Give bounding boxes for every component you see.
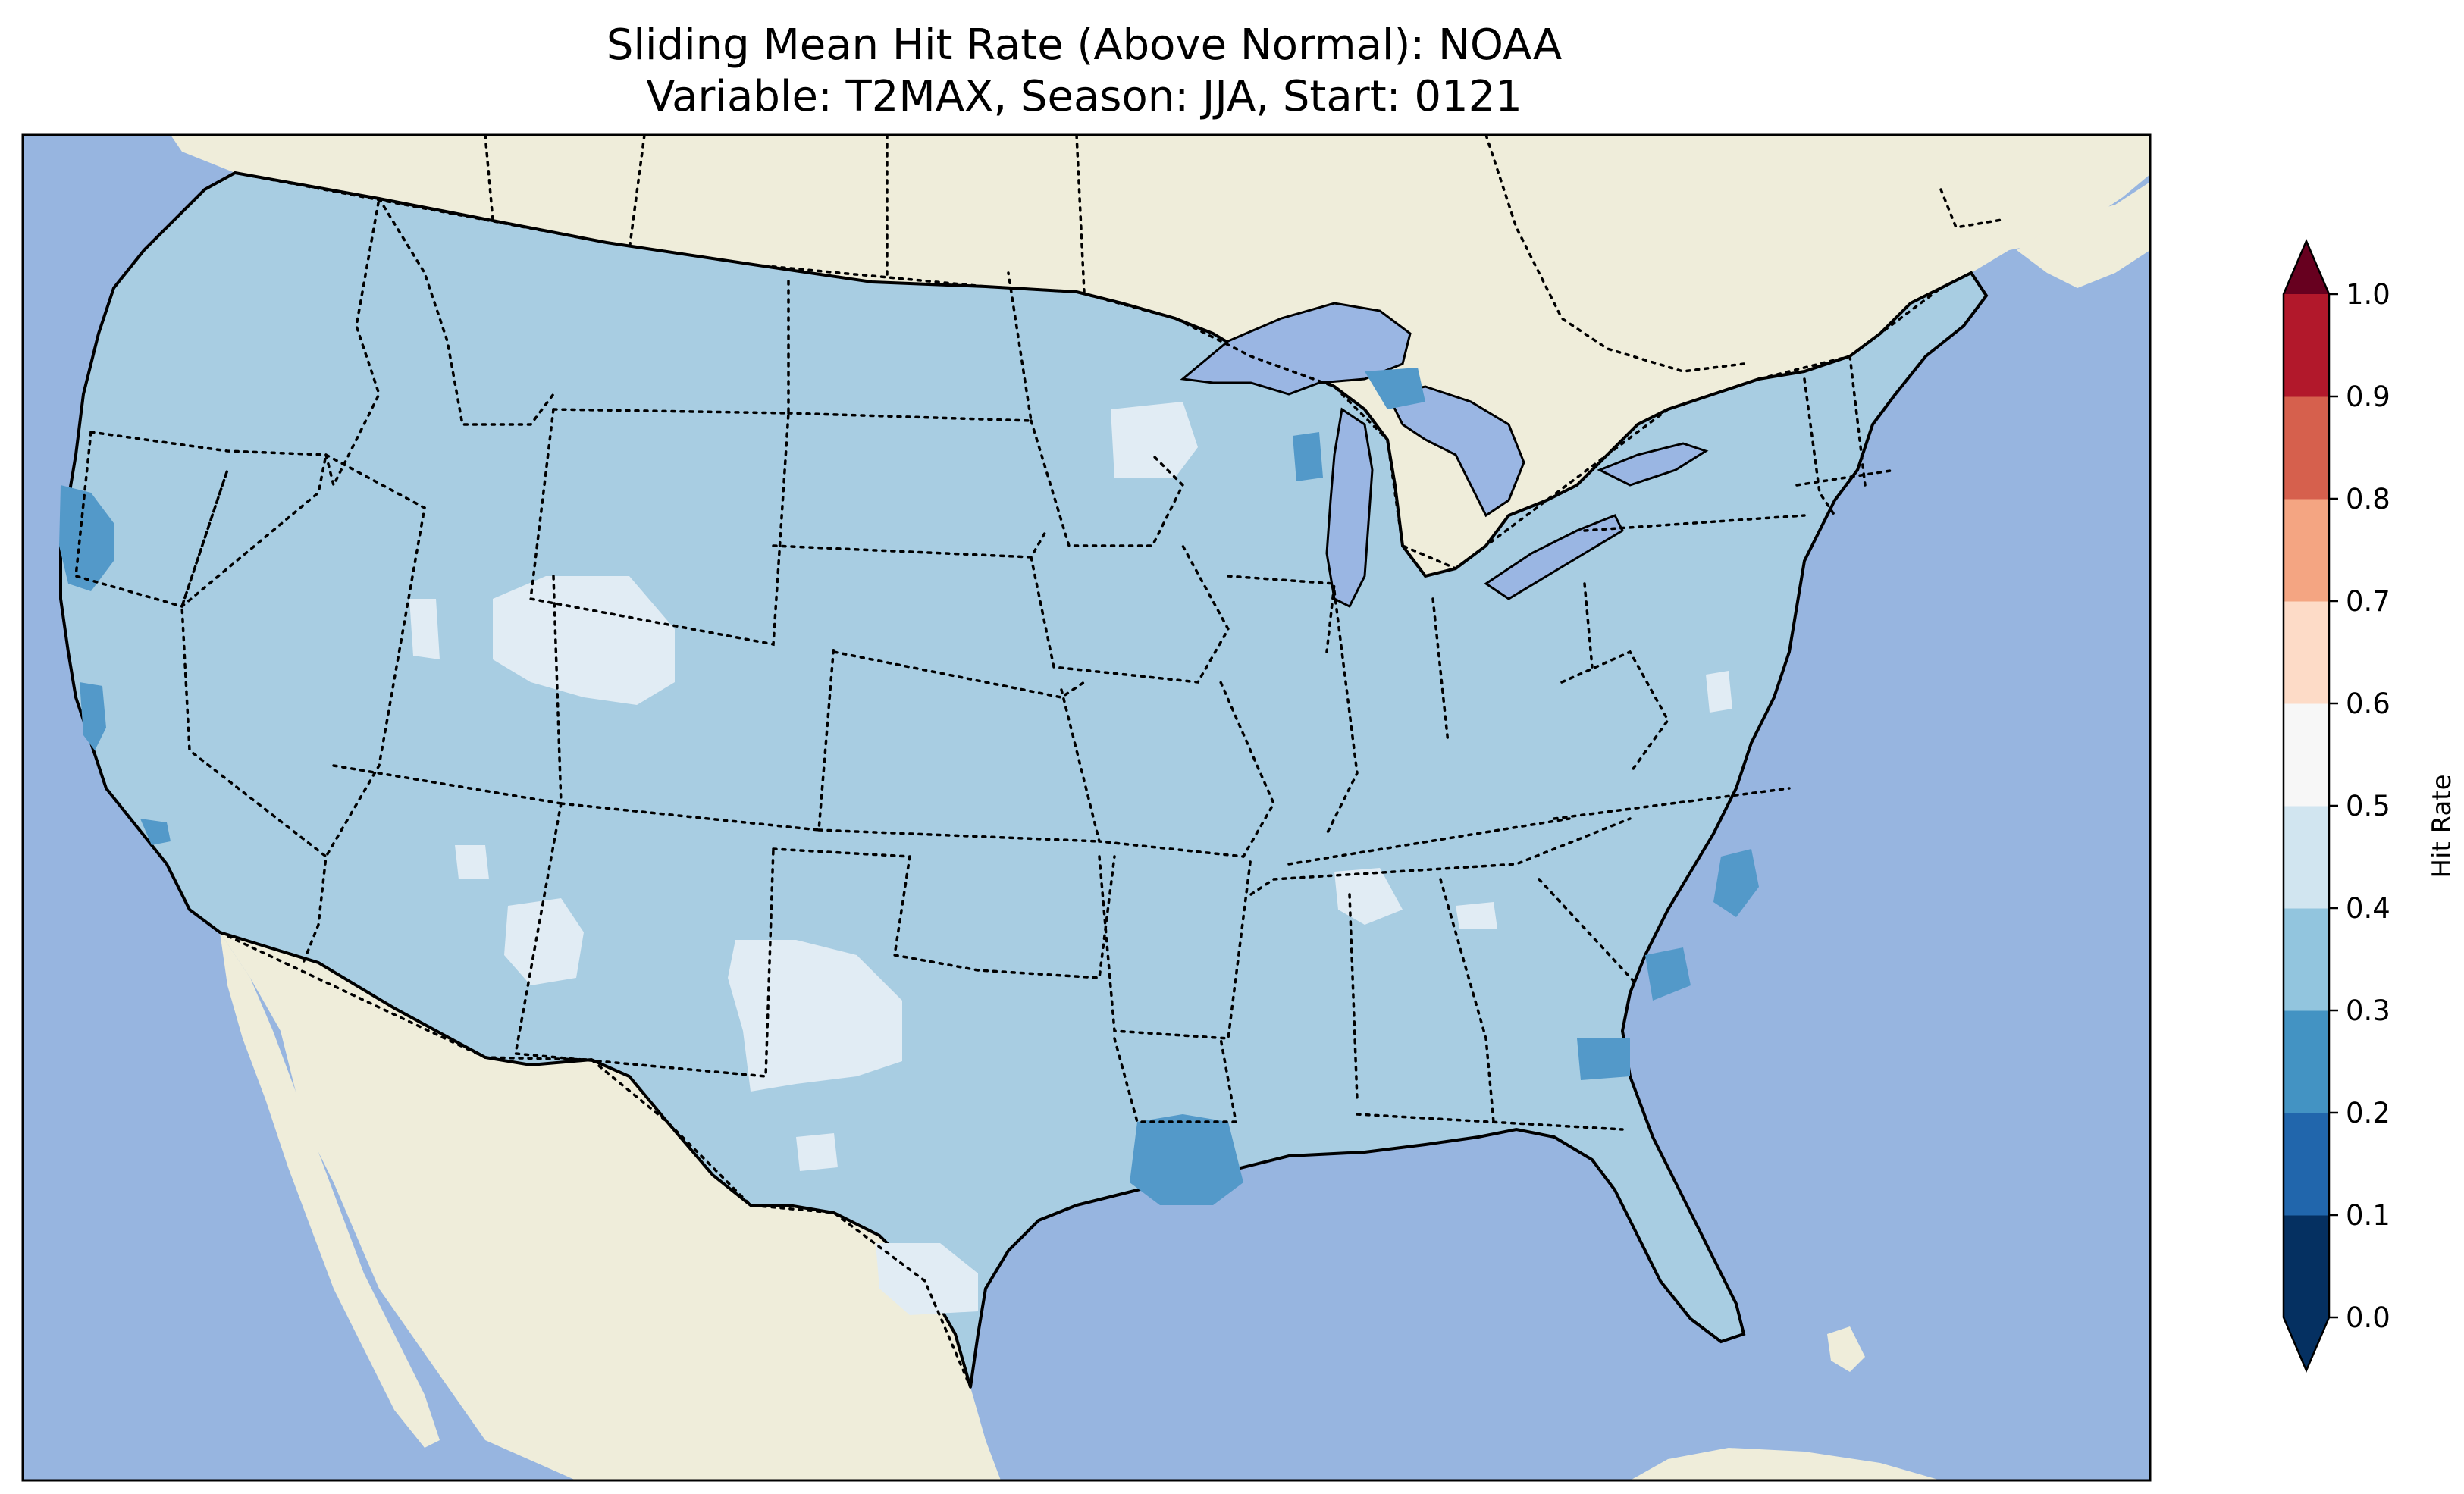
border-ky-tn (1287, 817, 1571, 866)
border-ne-states (1795, 355, 1897, 517)
colorbar-tick-label: 0.6 (2346, 687, 2390, 720)
border-fl (1356, 1113, 1624, 1131)
baja-land (220, 932, 440, 1448)
colorbar-tick-label: 0.7 (2346, 585, 2390, 618)
border-us-canada (234, 171, 1942, 571)
us-heatmap-base (59, 171, 1989, 1388)
colorbar-bin (2284, 396, 2329, 500)
colorbar-tick-label: 0.4 (2346, 892, 2390, 925)
border-ia (1030, 544, 1230, 684)
colorbar-tick-label: 0.2 (2346, 1097, 2390, 1129)
border-ut-az (332, 764, 563, 805)
canada-borders (484, 135, 2003, 373)
colorbar-tick-label: 0.3 (2346, 994, 2390, 1027)
patch-up (1365, 368, 1425, 409)
maritime-land (2017, 182, 2150, 288)
map-frame (21, 133, 2152, 1482)
patch-la-coast (1130, 1114, 1243, 1205)
border-ok-tx (772, 847, 1116, 979)
border-nd-sd (787, 271, 1033, 422)
bahamas-land (1827, 1326, 1865, 1372)
lake-michigan (1325, 407, 1374, 609)
title-line-1: Sliding Mean Hit Rate (Above Normal): NO… (606, 20, 1563, 70)
colorbar-tick-label: 0.8 (2346, 483, 2390, 515)
border-ms-al (1348, 893, 1359, 1101)
patch-wy-ut (493, 576, 675, 705)
colorbar-label: Hit Rate (2427, 774, 2457, 878)
colorbar-tick-label: 0.0 (2346, 1301, 2390, 1334)
border-or-id (324, 197, 381, 490)
border-pa-ny (1583, 514, 1806, 532)
patch-socal (140, 819, 171, 845)
border-al-ga (1439, 878, 1495, 1123)
colorbar-bin (2284, 1113, 2329, 1216)
colorbar-tick-label: 0.5 (2346, 790, 2390, 822)
colorbar-tick-label: 1.0 (2346, 278, 2390, 311)
title-line-2: Variable: T2MAX, Season: JJA, Start: 012… (646, 72, 1522, 121)
colorbar-bins (2282, 238, 2331, 1373)
border-us-mexico (218, 931, 972, 1389)
patch-az-central (504, 898, 584, 985)
patch-cca-coast (80, 682, 106, 750)
patch-va (1706, 671, 1732, 713)
colorbar-tick-label: 0.9 (2346, 381, 2390, 413)
colorbar-bin (2284, 499, 2329, 602)
border-ks-ok (817, 828, 1101, 843)
patch-ga-coast (1577, 1038, 1630, 1080)
colorbar-bin (2284, 908, 2329, 1011)
lake-erie (1484, 514, 1624, 600)
lake-huron (1385, 385, 1525, 518)
colorbar-ticks: 0.0 0.1 0.2 0.3 0.4 0.5 0.6 0.7 0.8 0.9 1.0 (2329, 278, 2390, 1334)
colorbar-tick-label: 0.1 (2346, 1199, 2390, 1232)
border-mo (1060, 681, 1275, 858)
border-la (1113, 1037, 1238, 1123)
patch-id (409, 599, 440, 659)
border-in-oh (1431, 597, 1450, 744)
border-wv-va (1560, 650, 1670, 775)
patch-al-small (1456, 902, 1497, 929)
border-nc-va (1553, 787, 1791, 820)
colorbar-over-extension (2284, 241, 2329, 294)
patch-az-north (455, 845, 489, 879)
border-ca-nv (180, 469, 328, 964)
patch-nca-coast (59, 485, 114, 591)
colorbar-bin (2284, 294, 2329, 397)
patch-s-tx (876, 1243, 978, 1315)
patch-wi (1293, 432, 1323, 481)
colorbar-bin (2284, 1215, 2329, 1318)
heatmap-bin-0.4-0.5 (409, 402, 1732, 1315)
patch-ms-al (1334, 868, 1403, 925)
patch-nc-coast (1713, 849, 1759, 917)
border-tn-ms-al (1249, 817, 1632, 896)
map-title: Sliding Mean Hit Rate (Above Normal): NO… (0, 20, 2168, 123)
colorbar-under-extension (2284, 1317, 2329, 1370)
border-wa-or (89, 431, 328, 456)
lake-ontario (1597, 442, 1709, 487)
cuba-land (1630, 1448, 1941, 1480)
colorbar-bin (2284, 703, 2329, 807)
border-wi-il (1227, 575, 1336, 653)
patch-sc-coast (1645, 947, 1691, 1001)
colorbar-bin (2284, 806, 2329, 909)
border-ga-sc (1538, 878, 1639, 987)
state-borders (74, 171, 1942, 1389)
map-panel (21, 133, 2152, 1482)
patch-tx-small (796, 1133, 838, 1171)
heatmap-bin-0.2-0.3 (59, 368, 1759, 1205)
border-az-nm (513, 802, 775, 1078)
border-ut-co (552, 575, 835, 832)
border-id-mt (378, 197, 555, 426)
colorbar-bin (2284, 1010, 2329, 1113)
border-il-in (1325, 590, 1359, 835)
mexico-land (220, 932, 1001, 1480)
patch-mn-wi (1111, 402, 1198, 478)
lake-superior (1180, 302, 1412, 396)
border-nv-ut (324, 453, 426, 858)
colorbar-bin (2284, 601, 2329, 704)
patch-nm-tx (728, 940, 902, 1092)
canada-land (171, 135, 2150, 576)
